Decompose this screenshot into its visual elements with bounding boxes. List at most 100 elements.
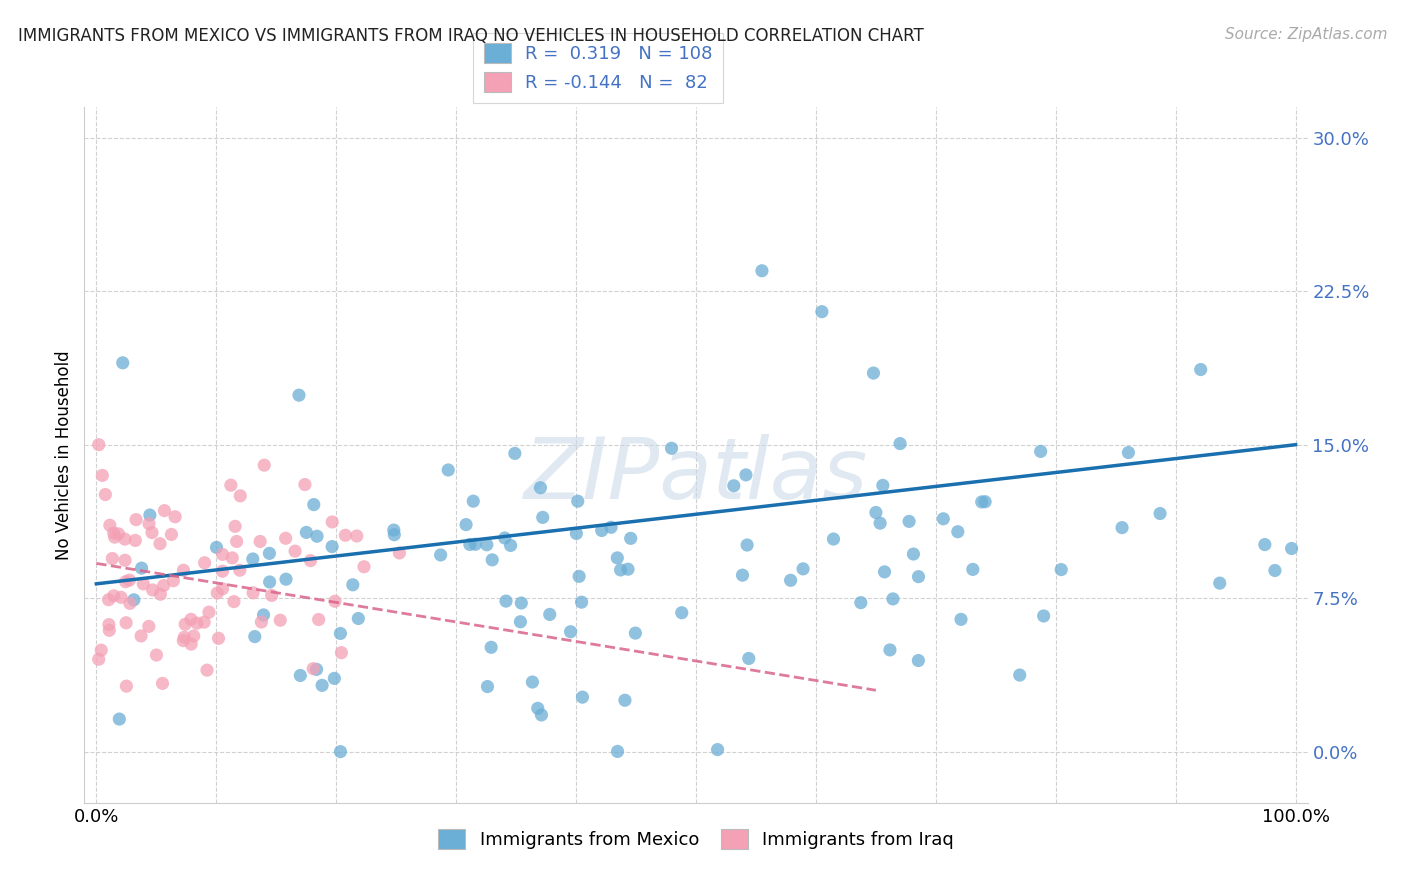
Immigrants from Mexico	[454, 517, 477, 532]
Immigrants from Iraq	[160, 527, 183, 541]
Immigrants from Mexico	[1118, 445, 1140, 459]
Immigrants from Iraq	[145, 648, 167, 662]
Immigrants from Mexico	[538, 607, 561, 622]
Immigrants from Iraq	[91, 468, 114, 483]
Immigrants from Iraq	[180, 637, 202, 651]
Immigrants from Mexico	[974, 494, 997, 508]
Immigrants from Iraq	[94, 487, 117, 501]
Immigrants from Mexico	[879, 643, 901, 657]
Immigrants from Mexico	[779, 574, 801, 588]
Immigrants from Mexico	[481, 553, 503, 567]
Immigrants from Iraq	[118, 596, 141, 610]
Immigrants from Mexico	[560, 624, 582, 639]
Immigrants from Iraq	[250, 615, 273, 629]
Immigrants from Iraq	[253, 458, 276, 472]
Immigrants from Iraq	[174, 617, 197, 632]
Immigrants from Iraq	[172, 633, 194, 648]
Immigrants from Mexico	[671, 606, 693, 620]
Immigrants from Iraq	[87, 438, 110, 452]
Immigrants from Mexico	[342, 578, 364, 592]
Immigrants from Iraq	[115, 679, 138, 693]
Immigrants from Mexico	[613, 693, 636, 707]
Immigrants from Iraq	[132, 577, 155, 591]
Immigrants from Iraq	[149, 587, 172, 601]
Immigrants from Iraq	[269, 613, 291, 627]
Immigrants from Iraq	[173, 630, 195, 644]
Immigrants from Iraq	[153, 503, 176, 517]
Immigrants from Mexico	[323, 672, 346, 686]
Immigrants from Mexico	[111, 356, 134, 370]
Y-axis label: No Vehicles in Household: No Vehicles in Household	[55, 350, 73, 560]
Immigrants from Mexico	[475, 538, 498, 552]
Immigrants from Mexico	[458, 537, 481, 551]
Immigrants from Mexico	[259, 574, 281, 589]
Immigrants from Iraq	[294, 477, 316, 491]
Immigrants from Iraq	[125, 513, 148, 527]
Immigrants from Mexico	[1189, 362, 1212, 376]
Immigrants from Iraq	[229, 489, 252, 503]
Immigrants from Iraq	[284, 544, 307, 558]
Immigrants from Iraq	[110, 591, 132, 605]
Text: ZIPatlas: ZIPatlas	[524, 434, 868, 517]
Immigrants from Mexico	[499, 538, 522, 552]
Immigrants from Mexico	[252, 607, 274, 622]
Immigrants from Iraq	[124, 533, 146, 548]
Immigrants from Mexico	[382, 527, 405, 541]
Immigrants from Mexico	[1281, 541, 1303, 556]
Immigrants from Iraq	[222, 594, 245, 608]
Immigrants from Mexico	[811, 304, 834, 318]
Immigrants from Mexico	[321, 540, 343, 554]
Immigrants from Mexico	[429, 548, 451, 562]
Immigrants from Mexico	[329, 626, 352, 640]
Immigrants from Mexico	[1050, 563, 1073, 577]
Immigrants from Mexico	[898, 515, 921, 529]
Immigrants from Mexico	[735, 538, 758, 552]
Immigrants from Mexico	[347, 611, 370, 625]
Immigrants from Iraq	[221, 550, 243, 565]
Immigrants from Iraq	[101, 551, 124, 566]
Immigrants from Mexico	[823, 532, 845, 546]
Immigrants from Iraq	[224, 519, 246, 533]
Immigrants from Iraq	[388, 546, 411, 560]
Immigrants from Mexico	[131, 561, 153, 575]
Immigrants from Mexico	[464, 537, 486, 551]
Immigrants from Mexico	[970, 495, 993, 509]
Immigrants from Mexico	[494, 531, 516, 545]
Immigrants from Iraq	[330, 646, 353, 660]
Immigrants from Iraq	[219, 478, 242, 492]
Immigrants from Mexico	[274, 572, 297, 586]
Immigrants from Iraq	[172, 563, 194, 577]
Immigrants from Mexico	[1254, 538, 1277, 552]
Immigrants from Mexico	[288, 388, 311, 402]
Immigrants from Iraq	[225, 534, 247, 549]
Immigrants from Iraq	[114, 553, 136, 567]
Immigrants from Mexico	[477, 680, 499, 694]
Immigrants from Mexico	[731, 568, 754, 582]
Immigrants from Mexico	[600, 520, 623, 534]
Immigrants from Mexico	[723, 479, 745, 493]
Immigrants from Mexico	[849, 596, 872, 610]
Immigrants from Mexico	[738, 651, 761, 665]
Immigrants from Mexico	[869, 516, 891, 531]
Immigrants from Iraq	[308, 613, 330, 627]
Immigrants from Iraq	[242, 586, 264, 600]
Immigrants from Iraq	[211, 564, 233, 578]
Immigrants from Mexico	[305, 529, 328, 543]
Immigrants from Iraq	[90, 643, 112, 657]
Immigrants from Iraq	[152, 676, 174, 690]
Immigrants from Iraq	[114, 574, 136, 589]
Immigrants from Mexico	[568, 569, 591, 583]
Immigrants from Mexico	[509, 615, 531, 629]
Immigrants from Mexico	[751, 264, 773, 278]
Immigrants from Mexico	[620, 532, 643, 546]
Immigrants from Mexico	[495, 594, 517, 608]
Immigrants from Mexico	[259, 546, 281, 560]
Immigrants from Mexico	[862, 366, 884, 380]
Immigrants from Iraq	[149, 537, 172, 551]
Immigrants from Mexico	[510, 596, 533, 610]
Immigrants from Mexico	[122, 592, 145, 607]
Immigrants from Iraq	[229, 563, 252, 577]
Immigrants from Mexico	[1111, 521, 1133, 535]
Immigrants from Mexico	[962, 562, 984, 576]
Immigrants from Iraq	[98, 518, 121, 533]
